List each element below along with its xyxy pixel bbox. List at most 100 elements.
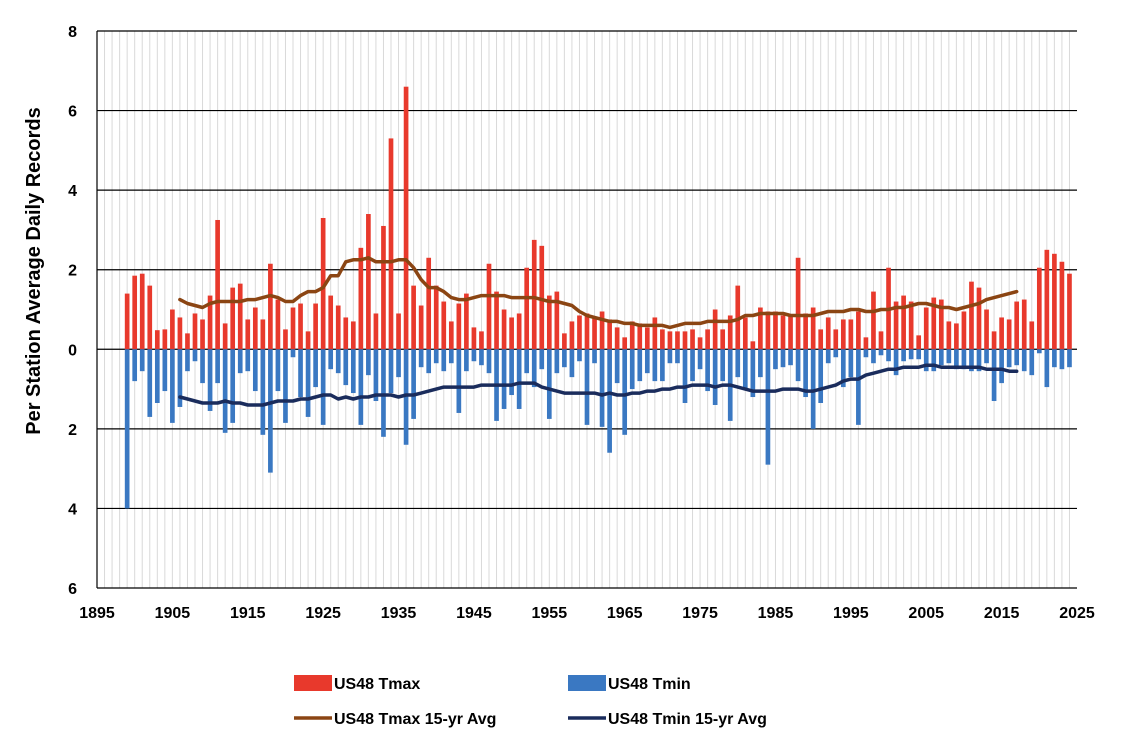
tmax-bar (456, 303, 462, 350)
tmax-bar (124, 293, 130, 350)
tmax-bar (675, 331, 680, 350)
tmax-bar (825, 317, 831, 350)
tmax-bar (878, 331, 884, 350)
tmax-bar (976, 287, 982, 350)
tmin-bar (908, 349, 914, 360)
tmin-bar (501, 349, 507, 409)
tmax-bar (411, 285, 416, 350)
tmax-bar (984, 309, 989, 350)
tmin-bar (622, 349, 628, 435)
tmin-bar (675, 349, 680, 364)
tmin-bar (283, 349, 288, 423)
tmax-bar (433, 285, 439, 350)
tmax-bar (524, 267, 530, 350)
tmin-bar (946, 349, 952, 364)
tmin-bar (1021, 349, 1027, 372)
tmax-bar (629, 321, 635, 350)
tmin-bar (1036, 349, 1042, 354)
tmin-bar (268, 349, 273, 473)
tmin-bar (531, 349, 537, 388)
tmin-bar (471, 349, 477, 362)
tmin-bar (584, 349, 590, 425)
tmax-bar (290, 307, 296, 350)
tmax-bar (426, 257, 432, 350)
tmin-bar (456, 349, 462, 413)
tmin-bar (222, 349, 228, 433)
tmin-bar (712, 349, 718, 405)
tmin-bar (464, 349, 469, 372)
tmax-bar (592, 317, 597, 350)
tmin-bar (252, 349, 258, 392)
tmax-bar (501, 309, 507, 350)
tmax-bar (614, 327, 620, 350)
tmin-bar (931, 349, 937, 372)
tmax-bar (750, 341, 756, 350)
tmax-bar (803, 313, 808, 350)
y-tick-label: 6 (68, 104, 77, 121)
tmin-bar (856, 349, 861, 425)
tmin-bar (660, 349, 665, 382)
tmin-bar (411, 349, 416, 419)
tmax-bar (682, 331, 688, 350)
tmin-bar (803, 349, 808, 398)
x-tick-label: 1955 (532, 605, 568, 622)
tmax-bar (916, 335, 922, 350)
tmax-bar (938, 299, 944, 350)
tmax-bar (780, 315, 786, 350)
tmax-bar (644, 327, 650, 350)
tmin-bar (614, 349, 620, 384)
tmax-bar (418, 305, 424, 350)
tmax-bar (185, 333, 190, 350)
tmin-bar (192, 349, 198, 362)
tmin-bar (305, 349, 311, 417)
tmin-bar (1044, 349, 1050, 388)
tmin-bar (577, 349, 582, 362)
tmin-bar (954, 349, 959, 370)
tmax-bar (350, 321, 356, 350)
x-tick-label: 2025 (1059, 605, 1095, 622)
tmin-bar (215, 349, 220, 384)
tmax-bar (260, 319, 266, 350)
tmax-bar (622, 337, 628, 350)
tmin-bar (373, 349, 379, 402)
tmax-bar (818, 329, 824, 350)
tmin-bar (788, 349, 793, 366)
y-tick-label: 2 (68, 422, 77, 439)
tmax-bar (893, 301, 899, 350)
tmin-bar (366, 349, 371, 376)
tmin-bar (200, 349, 205, 384)
tmin-bar (275, 349, 281, 392)
tmin-bar (705, 349, 710, 392)
tmin-bar (433, 349, 439, 364)
avg-lines (178, 256, 1019, 407)
legend: US48 Tmax US48 Tmin US48 Tmax 15-yr Avg US4… (294, 675, 767, 728)
tmin-bar (403, 349, 409, 445)
tmax-bar (207, 295, 213, 350)
y-tick-label: 0 (68, 342, 77, 359)
tmax-bar (230, 287, 236, 350)
tmin-bar (923, 349, 929, 372)
tmax-bar (396, 313, 401, 350)
tmin-bar (863, 349, 869, 358)
tmin-bar (893, 349, 899, 376)
tmax-bar (923, 307, 929, 350)
tmin-bar (562, 349, 567, 368)
tmax-bar (727, 315, 733, 350)
tmin-bar (162, 349, 168, 392)
y-axis-label: Per Station Average Daily Records (23, 107, 45, 435)
tmin-bar (825, 349, 831, 364)
tmax-bar (742, 317, 748, 350)
tmin-bar (516, 349, 522, 409)
tmax-bar (298, 303, 303, 350)
tmin-bar (177, 349, 183, 407)
tmax-bar (320, 217, 326, 350)
tmin-bar (901, 349, 906, 362)
x-tick-label: 1915 (230, 605, 266, 622)
tmin-bar (1067, 349, 1072, 368)
tmax-bar (720, 329, 726, 350)
tmin-bar (690, 349, 695, 382)
tmax-bar (946, 321, 952, 350)
tmin-bar (773, 349, 778, 370)
tmax-15yr-avg-line (178, 256, 1019, 330)
tmax-bar (531, 239, 537, 350)
